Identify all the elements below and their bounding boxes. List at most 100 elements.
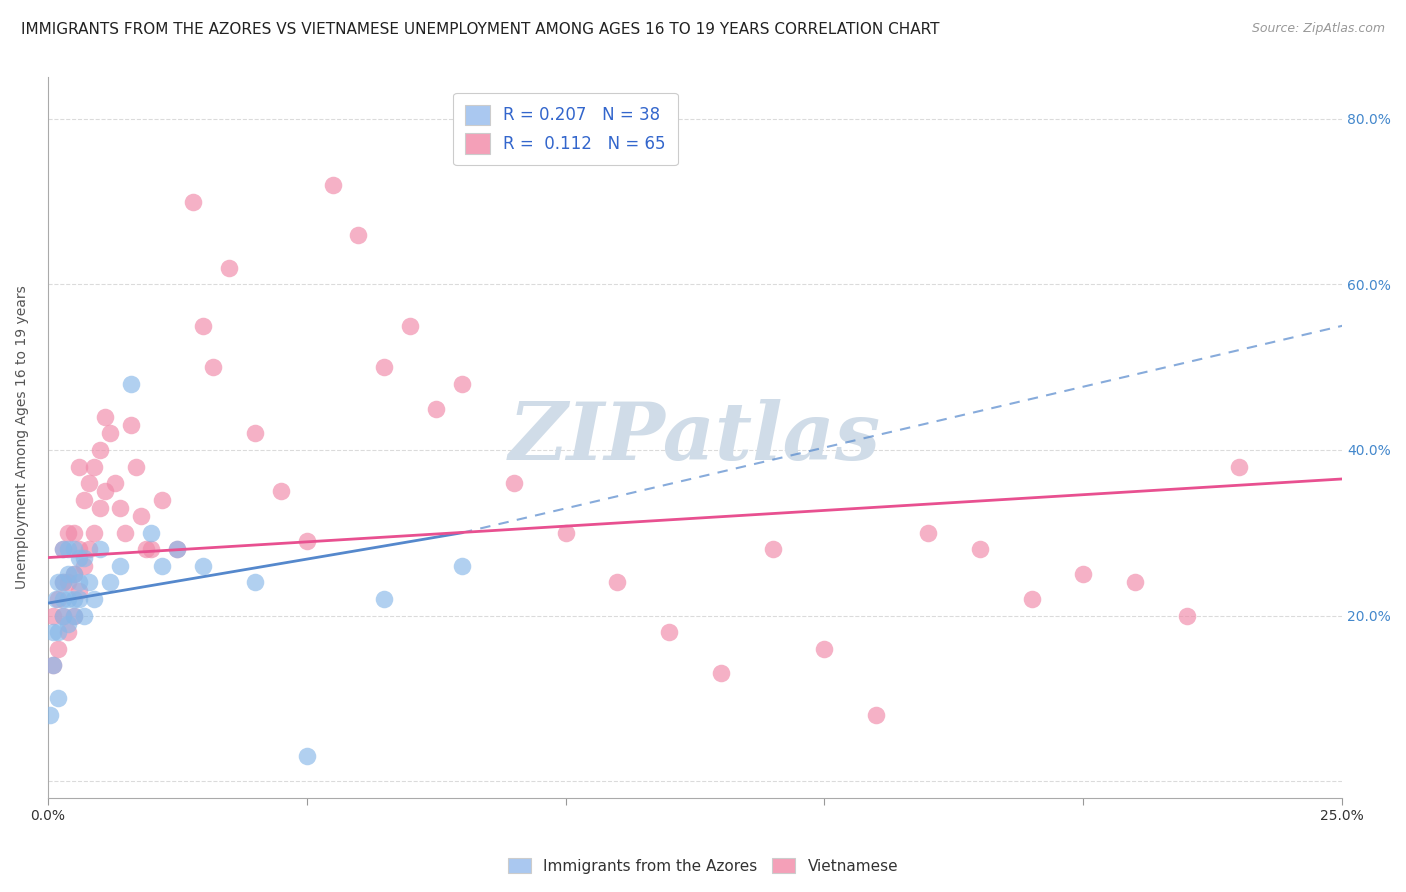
Point bbox=[58, 625, 80, 640]
Y-axis label: Unemployment Among Ages 16 to 19 years: Unemployment Among Ages 16 to 19 years bbox=[15, 285, 30, 590]
Point bbox=[62, 608, 84, 623]
Point bbox=[295, 534, 318, 549]
Point bbox=[141, 542, 163, 557]
Point bbox=[502, 476, 524, 491]
Point bbox=[110, 500, 132, 515]
Point bbox=[243, 575, 266, 590]
Point bbox=[73, 492, 96, 507]
Point bbox=[39, 707, 62, 722]
Point bbox=[83, 459, 105, 474]
Point bbox=[125, 459, 148, 474]
Point bbox=[62, 567, 84, 582]
Point bbox=[1123, 575, 1146, 590]
Point bbox=[129, 509, 152, 524]
Point bbox=[1073, 567, 1095, 582]
Legend: Immigrants from the Azores, Vietnamese: Immigrants from the Azores, Vietnamese bbox=[502, 852, 904, 880]
Point bbox=[44, 592, 66, 607]
Point bbox=[89, 442, 111, 457]
Point bbox=[865, 707, 887, 722]
Point bbox=[141, 525, 163, 540]
Point bbox=[62, 525, 84, 540]
Text: IMMIGRANTS FROM THE AZORES VS VIETNAMESE UNEMPLOYMENT AMONG AGES 16 TO 19 YEARS : IMMIGRANTS FROM THE AZORES VS VIETNAMESE… bbox=[21, 22, 939, 37]
Point bbox=[1021, 592, 1043, 607]
Point bbox=[73, 550, 96, 565]
Point bbox=[373, 360, 395, 375]
Point bbox=[46, 575, 69, 590]
Point bbox=[77, 542, 100, 557]
Point bbox=[73, 608, 96, 623]
Point bbox=[98, 575, 121, 590]
Point bbox=[67, 575, 90, 590]
Point bbox=[42, 658, 65, 673]
Point bbox=[202, 360, 225, 375]
Point bbox=[93, 409, 115, 424]
Point bbox=[67, 583, 90, 598]
Point bbox=[166, 542, 188, 557]
Point bbox=[52, 542, 75, 557]
Point bbox=[67, 542, 90, 557]
Point bbox=[135, 542, 157, 557]
Point bbox=[42, 658, 65, 673]
Point bbox=[62, 542, 84, 557]
Point bbox=[243, 426, 266, 441]
Point bbox=[52, 608, 75, 623]
Point bbox=[58, 542, 80, 557]
Point bbox=[52, 575, 75, 590]
Point bbox=[46, 691, 69, 706]
Point bbox=[150, 492, 173, 507]
Point bbox=[42, 625, 65, 640]
Point bbox=[52, 592, 75, 607]
Point bbox=[62, 608, 84, 623]
Point bbox=[77, 575, 100, 590]
Point bbox=[104, 476, 127, 491]
Point bbox=[425, 401, 447, 416]
Point bbox=[270, 484, 292, 499]
Point bbox=[191, 318, 214, 333]
Point bbox=[969, 542, 991, 557]
Point bbox=[554, 525, 576, 540]
Point bbox=[58, 592, 80, 607]
Point bbox=[347, 227, 370, 242]
Point bbox=[399, 318, 422, 333]
Point bbox=[191, 558, 214, 573]
Point bbox=[67, 459, 90, 474]
Point bbox=[77, 476, 100, 491]
Point bbox=[42, 608, 65, 623]
Point bbox=[373, 592, 395, 607]
Text: Source: ZipAtlas.com: Source: ZipAtlas.com bbox=[1251, 22, 1385, 36]
Point bbox=[762, 542, 785, 557]
Point bbox=[451, 558, 474, 573]
Point bbox=[83, 525, 105, 540]
Point bbox=[52, 575, 75, 590]
Point bbox=[1227, 459, 1250, 474]
Point bbox=[98, 426, 121, 441]
Point bbox=[58, 616, 80, 631]
Point bbox=[114, 525, 136, 540]
Point bbox=[52, 608, 75, 623]
Point bbox=[150, 558, 173, 573]
Point bbox=[58, 525, 80, 540]
Point bbox=[46, 641, 69, 656]
Point bbox=[93, 484, 115, 499]
Point bbox=[322, 178, 344, 192]
Point bbox=[1175, 608, 1198, 623]
Point bbox=[58, 567, 80, 582]
Point bbox=[89, 500, 111, 515]
Point bbox=[451, 376, 474, 391]
Point bbox=[917, 525, 939, 540]
Point bbox=[73, 558, 96, 573]
Point bbox=[710, 666, 733, 681]
Point bbox=[83, 592, 105, 607]
Point bbox=[181, 194, 204, 209]
Point bbox=[58, 575, 80, 590]
Text: ZIPatlas: ZIPatlas bbox=[509, 399, 882, 476]
Point bbox=[67, 550, 90, 565]
Point bbox=[218, 260, 240, 275]
Legend: R = 0.207   N = 38, R =  0.112   N = 65: R = 0.207 N = 38, R = 0.112 N = 65 bbox=[454, 93, 678, 165]
Point bbox=[62, 592, 84, 607]
Point bbox=[166, 542, 188, 557]
Point bbox=[52, 542, 75, 557]
Point bbox=[110, 558, 132, 573]
Point bbox=[295, 749, 318, 764]
Point bbox=[813, 641, 835, 656]
